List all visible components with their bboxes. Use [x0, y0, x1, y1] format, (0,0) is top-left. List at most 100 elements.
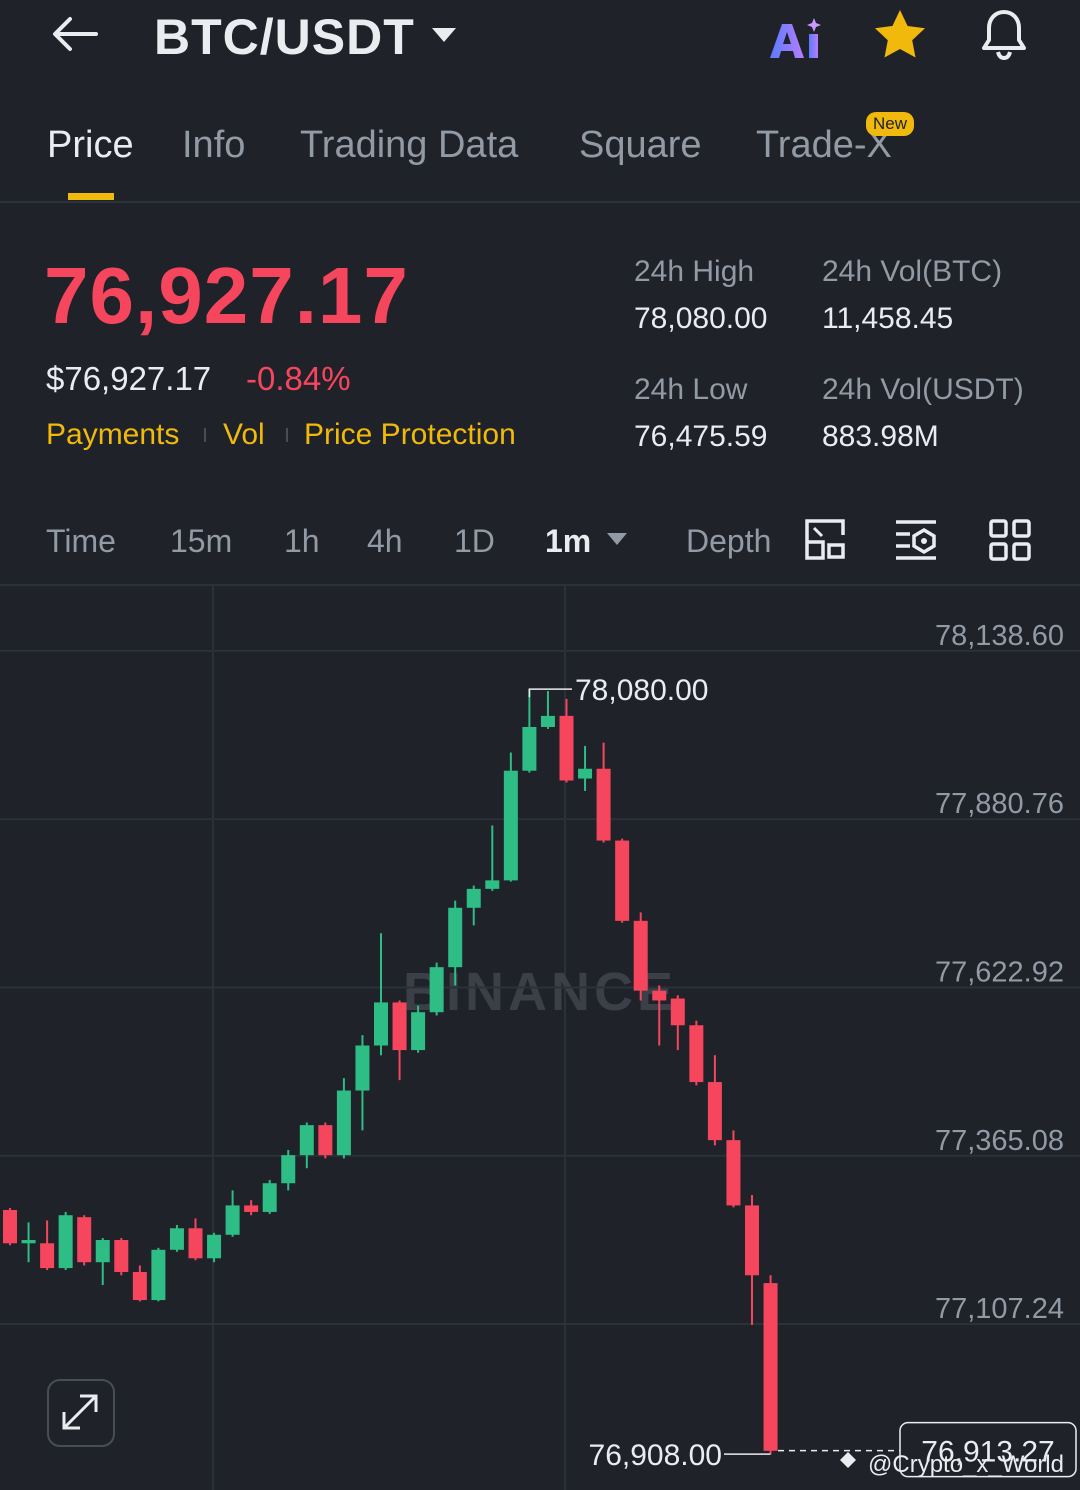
candlestick-chart: BINANCE 78,138.60 77,880.76 77,622.92 77,36… [0, 586, 1080, 1490]
high-marker-line [528, 688, 572, 698]
credit: @Crypto_x_World [868, 1451, 1064, 1478]
candle-body [374, 1002, 388, 1046]
back-icon[interactable] [50, 14, 100, 54]
tab-underline [68, 193, 114, 200]
candle-body [615, 840, 630, 921]
candle-body [707, 1082, 722, 1141]
stat-value: 11,458.45 [822, 302, 954, 335]
tab[interactable]: Square [579, 124, 702, 166]
candle-body [355, 1045, 370, 1091]
last-price-label: 76,913.27 [921, 1436, 1054, 1469]
stat-label: 24h Low [634, 373, 748, 406]
candle-body [763, 1283, 778, 1451]
indicator-icon[interactable] [894, 518, 942, 562]
divider [0, 201, 1080, 203]
interval[interactable]: 4h [367, 523, 403, 559]
candle-body [95, 1240, 110, 1263]
candle-body [522, 726, 537, 771]
low-marker-label: 76,908.00 [589, 1439, 722, 1472]
candle-body [578, 768, 593, 779]
new-badge: New [866, 112, 915, 136]
tab[interactable]: Info [182, 124, 246, 166]
y-tick-label: 78,138.60 [935, 620, 1064, 652]
stat-value: 76,475.59 [634, 420, 768, 453]
interval[interactable]: 15m [170, 523, 233, 559]
candle-body [596, 768, 611, 841]
candle-body [392, 1002, 407, 1051]
candle-body [652, 990, 667, 1001]
link[interactable]: Price Protection [304, 418, 516, 451]
ai-icon[interactable] [766, 14, 826, 62]
separator [204, 428, 206, 442]
interval[interactable]: 1D [454, 523, 495, 559]
stat-label: 24h Vol(USDT) [822, 373, 1024, 406]
tab[interactable]: Price [47, 124, 134, 166]
candle-body [207, 1234, 222, 1259]
candle-body [745, 1205, 759, 1276]
separator [286, 428, 288, 442]
candle-body [77, 1217, 92, 1263]
interval[interactable]: Time [46, 523, 116, 559]
chart-settings-icon[interactable] [804, 518, 848, 562]
expand-icon [62, 1394, 98, 1430]
candle-body [21, 1240, 36, 1244]
candle-body [3, 1209, 17, 1244]
interval[interactable]: 1h [284, 523, 320, 559]
candle-body [485, 880, 500, 889]
candle-body [633, 920, 648, 991]
candle-body [244, 1205, 259, 1212]
candle-body [281, 1155, 296, 1184]
candle-body [40, 1243, 55, 1269]
candle-body [540, 715, 555, 727]
y-tick-label: 77,107.24 [935, 1293, 1064, 1325]
candle-body [318, 1125, 333, 1156]
candle-body [336, 1090, 351, 1156]
favorite-icon[interactable] [872, 8, 928, 62]
watermark: BINANCE [403, 962, 677, 1022]
candle-body [503, 770, 518, 881]
candle-body [225, 1205, 240, 1235]
expand-button[interactable] [47, 1379, 115, 1447]
pair-title[interactable]: BTC/USDT [154, 9, 415, 65]
candle-body [169, 1228, 184, 1250]
pair-dropdown[interactable] [430, 26, 458, 44]
interval[interactable]: Depth [686, 523, 772, 559]
y-tick-label: 77,880.76 [935, 788, 1064, 820]
link[interactable]: Vol [223, 418, 265, 451]
candle-body [188, 1228, 203, 1259]
interval[interactable]: 1m [545, 523, 592, 559]
last-price-box [899, 1421, 1077, 1478]
stat-label: 24h Vol(BTC) [822, 255, 1003, 288]
candle-body [466, 888, 481, 908]
candle-body [114, 1240, 129, 1272]
tab[interactable]: Trading Data [300, 124, 519, 166]
layout-icon[interactable] [988, 518, 1032, 562]
link[interactable]: Payments [46, 418, 180, 451]
interval-dropdown[interactable] [606, 532, 628, 546]
y-tick-label: 77,622.92 [935, 956, 1064, 988]
candle-body [726, 1140, 741, 1206]
candle-body [299, 1125, 314, 1156]
high-marker-label: 78,080.00 [575, 674, 708, 707]
usd-price: $76,927.17 [46, 360, 212, 397]
stat-value: 883.98M [822, 420, 939, 453]
credit-icon [840, 1452, 856, 1468]
candle-body [448, 907, 463, 968]
stat-label: 24h High [634, 255, 755, 288]
candle-body [559, 715, 574, 781]
candle-body [151, 1249, 166, 1301]
candle-body [132, 1271, 147, 1301]
candle-body [262, 1183, 277, 1212]
candle-body [429, 967, 444, 1013]
divider [0, 584, 1080, 586]
price-change: -0.84% [246, 360, 351, 397]
bell-icon[interactable] [976, 6, 1032, 62]
stat-value: 78,080.00 [634, 302, 768, 335]
y-tick-label: 77,365.08 [935, 1125, 1064, 1157]
candle-body [689, 1025, 704, 1083]
candle-body [670, 998, 685, 1026]
candle-body [411, 1012, 426, 1051]
candle-body [58, 1215, 73, 1269]
last-price: 76,927.17 [44, 251, 409, 340]
